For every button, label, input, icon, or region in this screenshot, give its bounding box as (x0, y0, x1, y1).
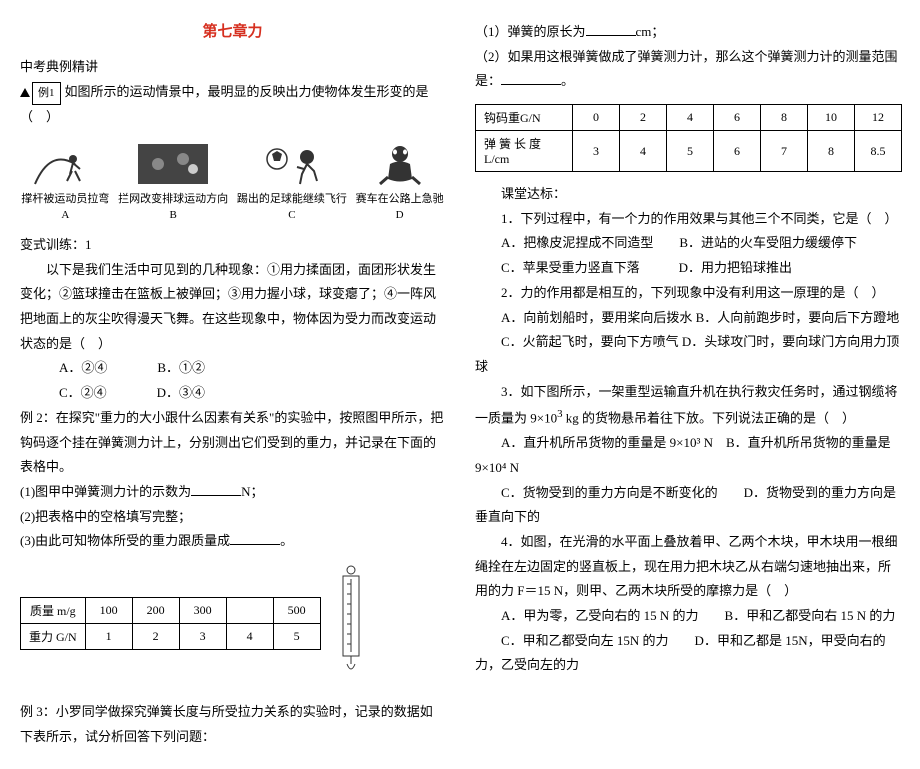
opt-b: B．①② (157, 356, 205, 381)
opt-c: C．②④ (59, 381, 107, 406)
img-b-cap: 拦网改变排球运动方向B (118, 192, 228, 223)
variant-heading: 变式训练：1 (20, 233, 445, 258)
spring-scale-icon (331, 564, 371, 684)
img-a: 撑杆被运动员拉弯A (21, 139, 109, 223)
image-row: 撑杆被运动员拉弯A 拦网改变排球运动方向B 踢出的足球能继续飞行C 赛车在公路上… (20, 139, 445, 223)
example3-text: 例 3：小罗同学做探究弹簧长度与所受拉力关系的实验时，记录的数据如下表所示，试分… (20, 700, 445, 749)
class-standard-heading: 课堂达标： (475, 182, 900, 207)
img-d-cap: 赛车在公路上急驰D (356, 192, 444, 223)
img-b: 拦网改变排球运动方向B (118, 139, 228, 223)
right-item1: （1）弹簧的原长为cm； (475, 20, 900, 45)
left-column: 第七章力 中考典例精讲 例1如图所示的运动情景中，最明显的反映出力使物体发生形变… (20, 20, 445, 749)
table1-row: 质量 m/g100200300500 重力 G/N12345 (20, 564, 445, 684)
blank-field[interactable] (501, 71, 561, 85)
q2-text: 2．力的作用都是相互的，下列现象中没有利用这一原理的是（ ） (475, 281, 900, 306)
example2-item2: (2)把表格中的空格填写完整； (20, 505, 445, 530)
pole-vault-icon (25, 139, 105, 189)
blank-field[interactable] (586, 22, 636, 36)
blank-field[interactable] (191, 482, 241, 496)
chapter-title: 第七章力 (20, 20, 445, 41)
section-heading: 中考典例精讲 (20, 55, 445, 80)
opt-a: A．②④ (59, 356, 107, 381)
img-c-cap: 踢出的足球能继续飞行C (237, 192, 347, 223)
q4-text: 4．如图，在光滑的水平面上叠放着甲、乙两个木块，甲木块用一根细绳拴在左边固定的竖… (475, 530, 900, 604)
variant1-options-row1: A．②④ B．①② (59, 356, 445, 381)
football-icon (252, 139, 332, 189)
opt-d: D．③④ (157, 381, 205, 406)
mass-weight-table: 质量 m/g100200300500 重力 G/N12345 (20, 597, 321, 650)
example2-item3: (3)由此可知物体所受的重力跟质量成。 (20, 529, 445, 554)
page-root: 第七章力 中考典例精讲 例1如图所示的运动情景中，最明显的反映出力使物体发生形变… (20, 20, 900, 749)
example2-text: 例 2：在探究"重力的大小跟什么因素有关系"的实验中，按照图甲所示，把钩码逐个挂… (20, 406, 445, 480)
q4-opt-cd: C．甲和乙都受向左 15N 的力 D．甲和乙都是 15N，甲受向右的力，乙受向左… (475, 629, 900, 678)
q3-opt-cd: C．货物受到的重力方向是不断变化的 D．货物受到的重力方向是垂直向下的 (475, 481, 900, 530)
img-c: 踢出的足球能继续飞行C (237, 139, 347, 223)
img-a-cap: 撑杆被运动员拉弯A (21, 192, 109, 223)
q1-opt-ab: A．把橡皮泥捏成不同造型 B．进站的火车受阻力缓缓停下 (475, 231, 900, 256)
q1-text: 1．下列过程中，有一个力的作用效果与其他三个不同类，它是（ ） (475, 207, 900, 232)
q4-opt-ab: A．甲为零，乙受向右的 15 N 的力 B．甲和乙都受向右 15 N 的力 (475, 604, 900, 629)
right-column: （1）弹簧的原长为cm； （2）如果用这根弹簧做成了弹簧测力计，那么这个弹簧测力… (475, 20, 900, 749)
triangle-icon (20, 88, 30, 97)
example-label: 例1 (32, 82, 61, 105)
q2-opt-cd: C．火箭起飞时，要向下方喷气 D．头球攻门时，要向球门方向用力顶球 (475, 330, 900, 379)
example2-item1: (1)图甲中弹簧测力计的示数为N； (20, 480, 445, 505)
example1-text: 如图所示的运动情景中，最明显的反映出力使物体发生形变的是（ ） (20, 84, 429, 124)
example1-intro: 例1如图所示的运动情景中，最明显的反映出力使物体发生形变的是（ ） (20, 80, 445, 130)
q3-opt-ab: A．直升机所吊货物的重量是 9×10³ N B．直升机所吊货物的重量是 9×10… (475, 431, 900, 480)
blank-field[interactable] (230, 531, 280, 545)
right-item2: （2）如果用这根弹簧做成了弹簧测力计，那么这个弹簧测力计的测量范围是：。 (475, 45, 900, 94)
variant1-options-row2: C．②④ D．③④ (59, 381, 445, 406)
racecar-icon (360, 139, 440, 189)
spring-data-table: 钩码重G/N024681012 弹 簧 长 度 L/cm3456788.5 (475, 104, 902, 172)
q1-opt-cd: C．苹果受重力竖直下落 D．用力把铅球推出 (475, 256, 900, 281)
q2-opt-ab: A．向前划船时，要用桨向后拨水 B．人向前跑步时，要向后下方蹬地 (475, 306, 900, 331)
img-d: 赛车在公路上急驰D (356, 139, 444, 223)
variant1-text: 以下是我们生活中可见到的几种现象：①用力揉面团，面团形状发生变化；②篮球撞击在篮… (20, 258, 445, 357)
volleyball-icon (133, 139, 213, 189)
q3-text: 3．如下图所示，一架重型运输直升机在执行救灾任务时，通过钢缆将一质量为 9×10… (475, 380, 900, 432)
